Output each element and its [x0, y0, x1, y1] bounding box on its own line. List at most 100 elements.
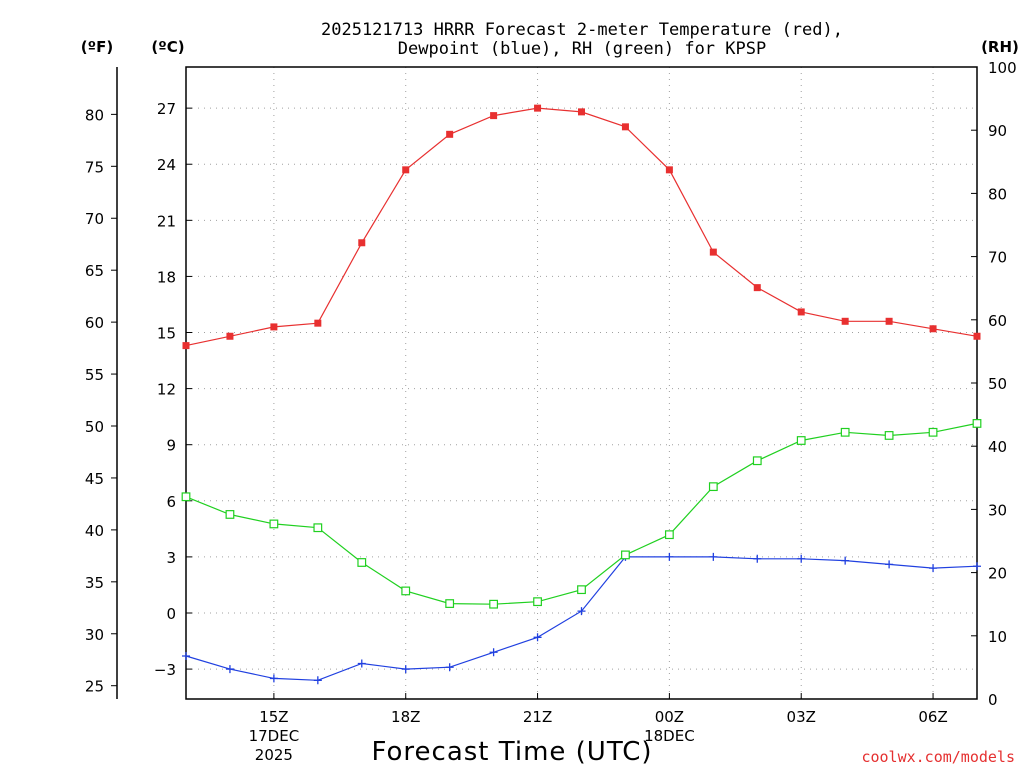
rh-unit-label: (RH) — [981, 38, 1019, 56]
rh-tick-label: 70 — [988, 249, 1007, 267]
fahrenheit-tick-label: 35 — [85, 574, 104, 592]
fahrenheit-tick-label: 75 — [85, 158, 104, 176]
dewpoint-point — [182, 651, 190, 660]
dewpoint-point — [841, 556, 850, 565]
fahrenheit-tick-label: 65 — [85, 262, 104, 280]
dewpoint-point — [313, 676, 322, 685]
rh-tick-label: 30 — [988, 501, 1007, 519]
rh-point — [840, 427, 850, 437]
temperature-point — [753, 284, 761, 292]
dewpoint-point — [929, 564, 938, 573]
celsius-tick-label: 27 — [157, 100, 176, 118]
grid-lines — [186, 67, 977, 699]
temperature-point — [841, 317, 849, 325]
dewpoint-point — [885, 560, 894, 569]
temperature-point — [226, 332, 234, 340]
rh-point — [313, 523, 323, 533]
x-tick-label: 21Z — [523, 708, 552, 726]
rh-point — [972, 419, 982, 428]
x-axis-title: Forecast Time (UTC) — [371, 737, 652, 767]
rh-point — [664, 530, 674, 540]
dewpoint-point — [973, 562, 981, 571]
fahrenheit-tick-label: 55 — [85, 366, 104, 384]
rh-point — [357, 558, 367, 567]
rh-tick-label: 20 — [988, 565, 1007, 583]
rh-point — [181, 492, 191, 502]
rh-point — [796, 436, 806, 445]
fahrenheit-unit-label: (ºF) — [81, 38, 113, 56]
rh-point — [577, 585, 586, 595]
x-tick-label: 00Z — [655, 708, 684, 726]
rh-point — [884, 431, 894, 440]
plot-frame — [185, 66, 978, 700]
chart-title-line2: Dewpoint (blue), RH (green) for KPSP — [398, 39, 766, 59]
fahrenheit-tick-label: 70 — [85, 210, 104, 228]
rh-tick-label: 90 — [988, 122, 1007, 140]
rh-tick-label: 10 — [988, 628, 1007, 646]
celsius-tick-label: 0 — [166, 605, 176, 623]
temperature-point — [929, 325, 937, 333]
x-tick-label: 18DEC — [644, 727, 695, 745]
dewpoint-point — [577, 607, 586, 616]
dewpoint-point — [489, 648, 498, 657]
fahrenheit-tick-label: 30 — [85, 626, 104, 644]
temperature-line — [185, 107, 978, 347]
celsius-tick-label: 3 — [166, 549, 176, 567]
rh-tick-label: 0 — [988, 691, 998, 709]
rh-point — [269, 519, 279, 529]
dewpoint-point — [225, 665, 234, 674]
fahrenheit-tick-label: 60 — [85, 314, 104, 332]
series-group — [181, 104, 982, 685]
rh-point — [621, 550, 630, 560]
temperature-point — [885, 317, 893, 325]
dewpoint-point — [753, 554, 762, 563]
temperature-point — [578, 108, 585, 116]
source-credit: coolwx.com/models — [861, 748, 1015, 766]
rh-point — [401, 586, 411, 596]
rh-point — [445, 599, 455, 608]
x-tick-label: 18Z — [391, 708, 420, 726]
celsius-tick-label: −3 — [154, 661, 176, 679]
fahrenheit-tick-label: 40 — [85, 522, 104, 540]
rh-tick-label: 50 — [988, 375, 1007, 393]
dewpoint-point — [357, 659, 366, 668]
temperature-point — [534, 104, 542, 112]
dewpoint-point — [709, 552, 718, 561]
rh-point — [752, 456, 762, 466]
rh-line — [185, 422, 978, 605]
rh-point — [928, 427, 938, 437]
x-tick-label: 03Z — [787, 708, 816, 726]
dewpoint-point — [533, 633, 542, 642]
tick-labels: −3 0 3 6 9 12 15 18 21 24 27 25 30 35 40 45 50 55 60 65 70 75… — [85, 59, 1017, 764]
dewpoint-point — [401, 665, 410, 674]
rh-tick-label: 60 — [988, 312, 1007, 330]
temperature-point — [446, 130, 454, 138]
temperature-point — [270, 323, 278, 331]
x-tick-label: 2025 — [255, 746, 293, 764]
temperature-point — [490, 112, 498, 120]
rh-tick-label: 80 — [988, 185, 1007, 203]
series-dewpoint — [182, 552, 981, 685]
celsius-tick-label: 6 — [166, 493, 176, 511]
celsius-tick-label: 15 — [157, 325, 176, 343]
fahrenheit-tick-label: 80 — [85, 106, 104, 124]
celsius-tick-label: 24 — [157, 156, 176, 174]
dewpoint-line — [185, 556, 978, 681]
temperature-point — [709, 248, 717, 256]
x-tick-label: 06Z — [918, 708, 947, 726]
rh-point — [708, 482, 718, 492]
temperature-point — [797, 308, 805, 316]
temperature-point — [621, 123, 629, 131]
dewpoint-point — [445, 663, 454, 672]
dewpoint-point — [797, 554, 806, 563]
temperature-point — [358, 239, 366, 247]
rh-point — [225, 510, 235, 519]
rh-point — [489, 599, 499, 609]
x-tick-label: 15Z — [259, 708, 288, 726]
axes — [111, 66, 978, 700]
fahrenheit-tick-label: 50 — [85, 418, 104, 436]
temperature-point — [314, 319, 322, 327]
temperature-point — [402, 166, 410, 174]
dewpoint-point — [269, 674, 278, 683]
